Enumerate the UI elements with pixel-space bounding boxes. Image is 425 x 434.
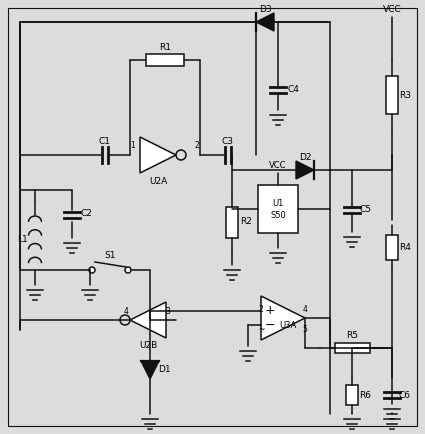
Text: S50: S50: [270, 211, 286, 220]
Text: C6: C6: [399, 391, 411, 400]
Text: 4: 4: [124, 306, 128, 316]
Text: D1: D1: [158, 365, 170, 375]
Text: R4: R4: [399, 243, 411, 251]
Text: ~: ~: [258, 326, 264, 335]
Text: 2: 2: [259, 306, 264, 315]
Text: D2: D2: [299, 152, 311, 161]
Polygon shape: [261, 296, 305, 340]
Polygon shape: [256, 13, 274, 31]
Text: R6: R6: [359, 391, 371, 400]
Text: VCC: VCC: [269, 161, 287, 171]
Text: D3: D3: [259, 4, 271, 13]
Bar: [226, 207, 238, 238]
Bar: [258, 185, 298, 233]
Text: U2B: U2B: [139, 342, 157, 351]
Text: U1: U1: [272, 200, 283, 208]
Text: 1: 1: [130, 141, 136, 151]
Text: R2: R2: [240, 217, 252, 227]
Text: 5: 5: [303, 325, 307, 333]
Text: R1: R1: [159, 43, 171, 52]
Circle shape: [125, 267, 131, 273]
Text: L1: L1: [17, 236, 28, 244]
Text: U3A: U3A: [279, 322, 297, 331]
Text: U2A: U2A: [149, 177, 167, 185]
Text: C2: C2: [80, 208, 92, 217]
Text: 4: 4: [303, 305, 307, 313]
Polygon shape: [140, 137, 176, 173]
Polygon shape: [141, 361, 159, 379]
Bar: [346, 385, 358, 405]
Text: C4: C4: [287, 85, 299, 95]
Bar: [386, 235, 398, 260]
Polygon shape: [296, 161, 314, 179]
Bar: [334, 343, 370, 353]
Text: C3: C3: [222, 138, 234, 147]
Text: 2: 2: [195, 141, 199, 151]
Text: −: −: [265, 319, 275, 332]
Text: S1: S1: [104, 251, 116, 260]
Text: C5: C5: [360, 206, 372, 214]
Polygon shape: [130, 302, 166, 338]
Text: 3: 3: [166, 306, 170, 316]
Text: C1: C1: [99, 138, 111, 147]
Text: R3: R3: [399, 91, 411, 99]
Text: +: +: [265, 304, 275, 317]
Text: VCC: VCC: [382, 6, 401, 14]
Text: R5: R5: [346, 331, 358, 339]
Circle shape: [89, 267, 95, 273]
Bar: [386, 76, 398, 114]
Bar: [146, 54, 184, 66]
